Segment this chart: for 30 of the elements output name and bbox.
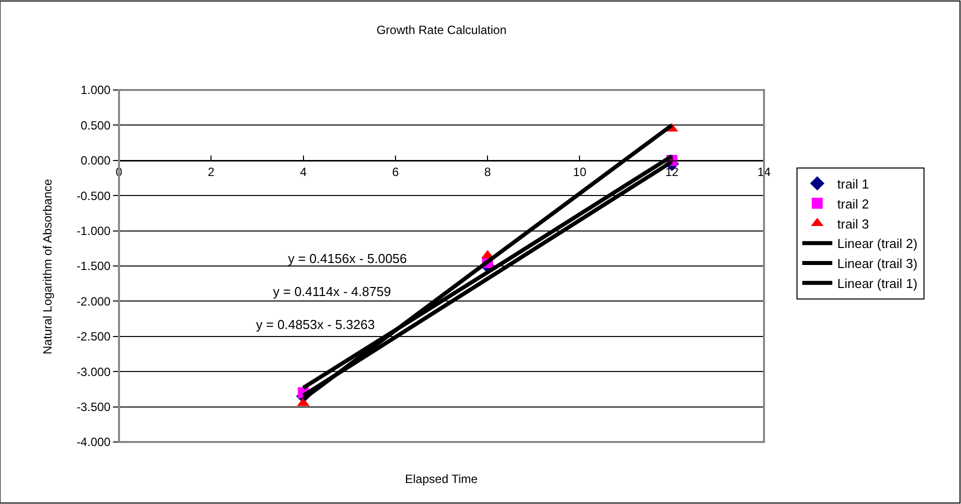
x-tick-label: 10 <box>573 164 587 179</box>
x-tick-label: 14 <box>757 164 771 179</box>
y-tick-label: -1.500 <box>76 259 111 274</box>
y-tick-label: -4.000 <box>76 435 111 450</box>
y-tick-label: -3.000 <box>76 364 111 379</box>
y-tick-label: -0.500 <box>76 188 111 203</box>
x-axis-title: Elapsed Time <box>405 472 478 486</box>
annotation: y = 0.4156x - 5.0056 <box>288 251 407 266</box>
legend-label: Linear (trail 3) <box>837 256 918 272</box>
annotation: y = 0.4853x - 5.3263 <box>256 317 375 332</box>
legend-label: trail 3 <box>837 216 870 232</box>
x-tick-label: 8 <box>484 164 492 179</box>
y-tick-label: 0.000 <box>80 154 111 168</box>
x-tick-label: 6 <box>392 164 400 179</box>
y-axis-title: Natural Logarithm of Absorbance <box>40 178 54 354</box>
y-tick-label: 1.000 <box>80 83 111 98</box>
x-tick-label: 2 <box>208 164 215 179</box>
y-tick-label: 0.500 <box>80 118 111 132</box>
chart-title: Growth Rate Calculation <box>376 23 507 38</box>
y-tick-label: -1.000 <box>76 224 111 238</box>
y-tick-label: -2.500 <box>76 330 111 344</box>
legend-label: trail 1 <box>837 176 870 192</box>
annotation: y = 0.4114x - 4.8759 <box>273 284 391 299</box>
y-tick-label: -2.000 <box>76 294 111 308</box>
legend-label: Linear (trail 2) <box>837 236 918 252</box>
legend-label: trail 2 <box>837 196 870 212</box>
y-tick-label: -3.500 <box>76 400 111 414</box>
legend-label: Linear (trail 1) <box>837 276 918 291</box>
x-tick-label: 12 <box>665 164 679 179</box>
x-tick-label: 4 <box>300 164 307 179</box>
